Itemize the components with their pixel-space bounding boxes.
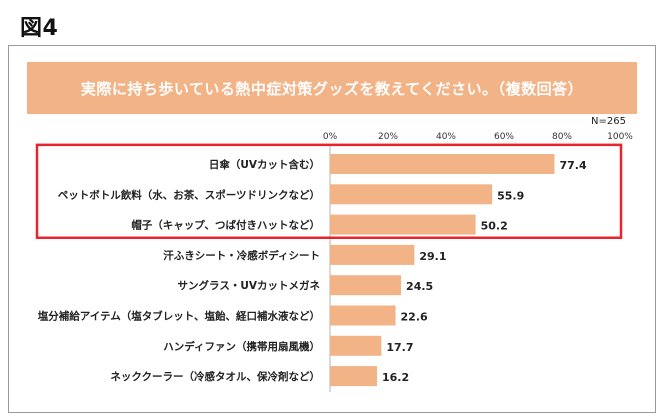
data-label: 24.5 [406, 280, 433, 293]
data-label: 50.2 [481, 220, 508, 233]
data-label: 22.6 [401, 311, 428, 324]
x-tick-label: 100% [607, 132, 633, 142]
category-label: 日傘（UVカット含む） [209, 158, 320, 171]
category-label: ネッククーラー（冷感タオル、保冷剤など） [110, 370, 320, 383]
bar [330, 305, 396, 326]
category-label: ペットボトル飲料（水、お茶、スポーツドリンクなど） [58, 188, 320, 201]
category-label: 帽子（キャップ、つば付きハットなど） [131, 219, 320, 232]
x-tick-label: 60% [494, 132, 514, 142]
data-label: 77.4 [559, 159, 586, 172]
category-label: 塩分補給アイテム（塩タブレット、塩飴、経口補水液など） [38, 310, 320, 323]
bar [330, 184, 493, 205]
x-tick-label: 20% [378, 132, 398, 142]
highlight-box [35, 143, 623, 240]
bar [330, 275, 402, 296]
bar [330, 214, 476, 235]
bar [330, 244, 415, 265]
category-label: サングラス・UVカットメガネ [178, 279, 321, 292]
bar [330, 366, 377, 387]
data-label: 55.9 [497, 189, 524, 202]
category-label: 汗ふきシート・冷感ボディシート [163, 249, 320, 262]
x-tick-label: 40% [436, 132, 456, 142]
x-tick-label: 80% [552, 132, 572, 142]
bar [330, 335, 382, 356]
data-label: 16.2 [382, 371, 409, 384]
category-label: ハンディファン（携帯用扇風機） [163, 340, 320, 353]
x-tick-label: 0% [323, 132, 338, 142]
data-label: 29.1 [419, 250, 446, 263]
bar [330, 154, 555, 174]
sample-size-label: N=265 [591, 116, 626, 127]
figure-label: 図4 [20, 16, 59, 41]
chart-title: 実際に持ち歩いている熱中症対策グッズを教えてください。（複数回答） [27, 62, 637, 114]
data-label: 17.7 [386, 341, 413, 354]
